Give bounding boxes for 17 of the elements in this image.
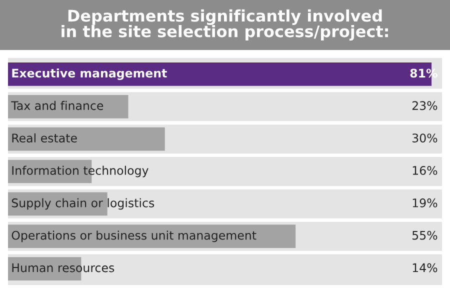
data-label: 55% xyxy=(412,230,438,240)
y-tick-label: Executive management xyxy=(12,68,167,80)
y-tick-label: Information technology xyxy=(12,166,148,178)
bar xyxy=(8,94,128,118)
data-label: 16% xyxy=(412,166,438,175)
y-tick-label: Supply chain or logistics xyxy=(12,198,154,210)
y-tick-label: Operations or business unit management xyxy=(12,230,256,242)
chart-title: Departments significantly involved in the site selection process/project: xyxy=(62,9,388,41)
data-label: 19% xyxy=(412,198,438,208)
data-label: 30% xyxy=(412,134,438,142)
y-tick-label: Human resources xyxy=(12,263,114,272)
data-label: 23% xyxy=(412,101,438,110)
y-tick-label: Tax and finance xyxy=(11,100,104,110)
bar xyxy=(8,127,165,151)
bar xyxy=(8,224,296,248)
y-tick-label: Real estate xyxy=(12,133,77,142)
data-label: 14% xyxy=(412,263,438,272)
